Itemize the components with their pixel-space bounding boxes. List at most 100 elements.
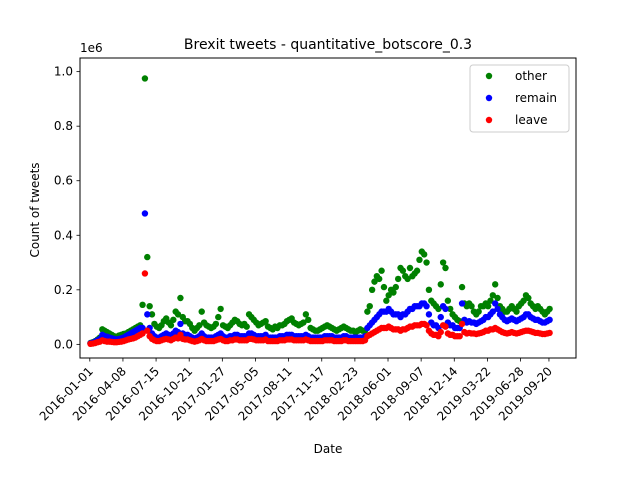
data-point-other <box>439 259 447 266</box>
data-point-leave <box>144 327 151 334</box>
data-point-other <box>139 301 146 309</box>
y-tick-label: 0.2 <box>54 283 73 297</box>
data-point-other <box>215 313 222 321</box>
data-point-other <box>305 316 312 324</box>
data-point-other <box>262 317 269 325</box>
legend-marker-other <box>485 72 493 80</box>
data-point-leave <box>139 330 146 337</box>
data-point-other <box>546 305 553 313</box>
axes-frame <box>79 57 577 359</box>
data-point-leave <box>442 323 449 330</box>
data-point-other <box>167 322 175 329</box>
data-point-other <box>392 283 399 291</box>
y-tick-label: 0.4 <box>54 228 73 242</box>
data-point-other <box>368 286 376 294</box>
data-point-other <box>141 75 149 82</box>
data-point-remain <box>458 300 466 307</box>
legend-label-other: other <box>515 69 547 83</box>
data-point-other <box>380 283 388 291</box>
data-point-other <box>442 264 449 272</box>
data-point-other <box>475 308 482 315</box>
data-point-other <box>364 308 371 315</box>
legend-box <box>469 64 570 133</box>
data-point-other <box>444 297 452 304</box>
data-point-other <box>300 319 307 326</box>
x-axis-label: Date <box>314 442 343 456</box>
data-point-other <box>385 292 392 299</box>
data-point-other <box>447 305 454 313</box>
y-axis: 0.0 0.2 0.4 0.6 0.8 1.0 <box>54 65 80 351</box>
legend-label-leave: leave <box>515 113 548 127</box>
data-point-other <box>148 311 156 318</box>
y-tick-label: 0.8 <box>54 119 73 133</box>
data-point-other <box>394 275 402 283</box>
data-point-leave <box>456 332 463 340</box>
data-point-other <box>458 283 466 291</box>
data-point-remain <box>177 320 184 328</box>
y-offset-label: 1e6 <box>80 41 103 55</box>
data-point-other <box>243 323 250 330</box>
data-point-other <box>212 320 220 328</box>
data-point-other <box>217 305 224 313</box>
data-point-leave <box>458 320 466 328</box>
data-point-other <box>513 308 520 315</box>
data-point-other <box>371 278 378 285</box>
data-point-other <box>378 267 385 274</box>
data-point-other <box>198 308 205 315</box>
data-point-other <box>437 281 444 288</box>
data-point-leave <box>437 328 444 336</box>
data-point-remain <box>442 305 449 313</box>
data-point-remain <box>425 311 433 318</box>
legend: other remain leave <box>469 64 570 133</box>
data-point-remain <box>546 316 553 324</box>
data-point-other <box>390 289 397 296</box>
data-point-other <box>423 259 430 266</box>
data-point-other <box>196 322 203 329</box>
data-point-other <box>520 297 527 304</box>
data-point-other <box>302 311 310 318</box>
data-point-other <box>489 292 497 299</box>
y-axis-label: Count of tweets <box>28 162 42 257</box>
data-point-other <box>468 302 475 310</box>
data-point-other <box>366 302 373 310</box>
data-point-other <box>494 294 501 302</box>
data-point-other <box>487 297 494 304</box>
data-point-other <box>425 286 433 294</box>
data-point-other <box>376 275 383 283</box>
y-tick-label: 0.0 <box>54 337 73 351</box>
data-point-leave <box>546 329 553 337</box>
data-point-other <box>491 281 499 288</box>
plot-area <box>79 57 577 359</box>
data-point-other <box>416 256 423 264</box>
data-point-other <box>525 294 532 302</box>
y-tick-label: 0.6 <box>54 174 73 188</box>
data-point-other <box>406 264 414 272</box>
data-point-other <box>404 275 411 283</box>
data-point-other <box>435 305 442 313</box>
data-point-remain <box>489 308 497 315</box>
chart-title: Brexit tweets - quantitative_botscore_0.… <box>184 37 472 53</box>
data-point-other <box>146 302 153 310</box>
y-tick-label: 1.0 <box>54 65 73 79</box>
data-point-remain <box>494 305 501 313</box>
data-point-other <box>174 311 182 318</box>
legend-marker-remain <box>485 94 493 102</box>
data-point-other <box>420 251 428 258</box>
data-point-other <box>413 267 421 274</box>
data-points <box>87 75 553 348</box>
legend-label-remain: remain <box>515 91 557 105</box>
data-point-remain <box>491 300 499 307</box>
data-point-remain <box>139 324 146 332</box>
data-point-other <box>383 297 390 304</box>
legend-marker-leave <box>485 116 493 124</box>
data-point-remain <box>144 311 151 318</box>
data-point-other <box>177 294 184 302</box>
data-point-other <box>484 302 492 310</box>
data-point-remain <box>423 302 430 310</box>
data-point-leave <box>141 270 149 277</box>
data-point-remain <box>437 313 444 321</box>
data-point-other <box>170 316 177 324</box>
data-point-other <box>399 267 407 274</box>
data-point-other <box>144 253 151 261</box>
